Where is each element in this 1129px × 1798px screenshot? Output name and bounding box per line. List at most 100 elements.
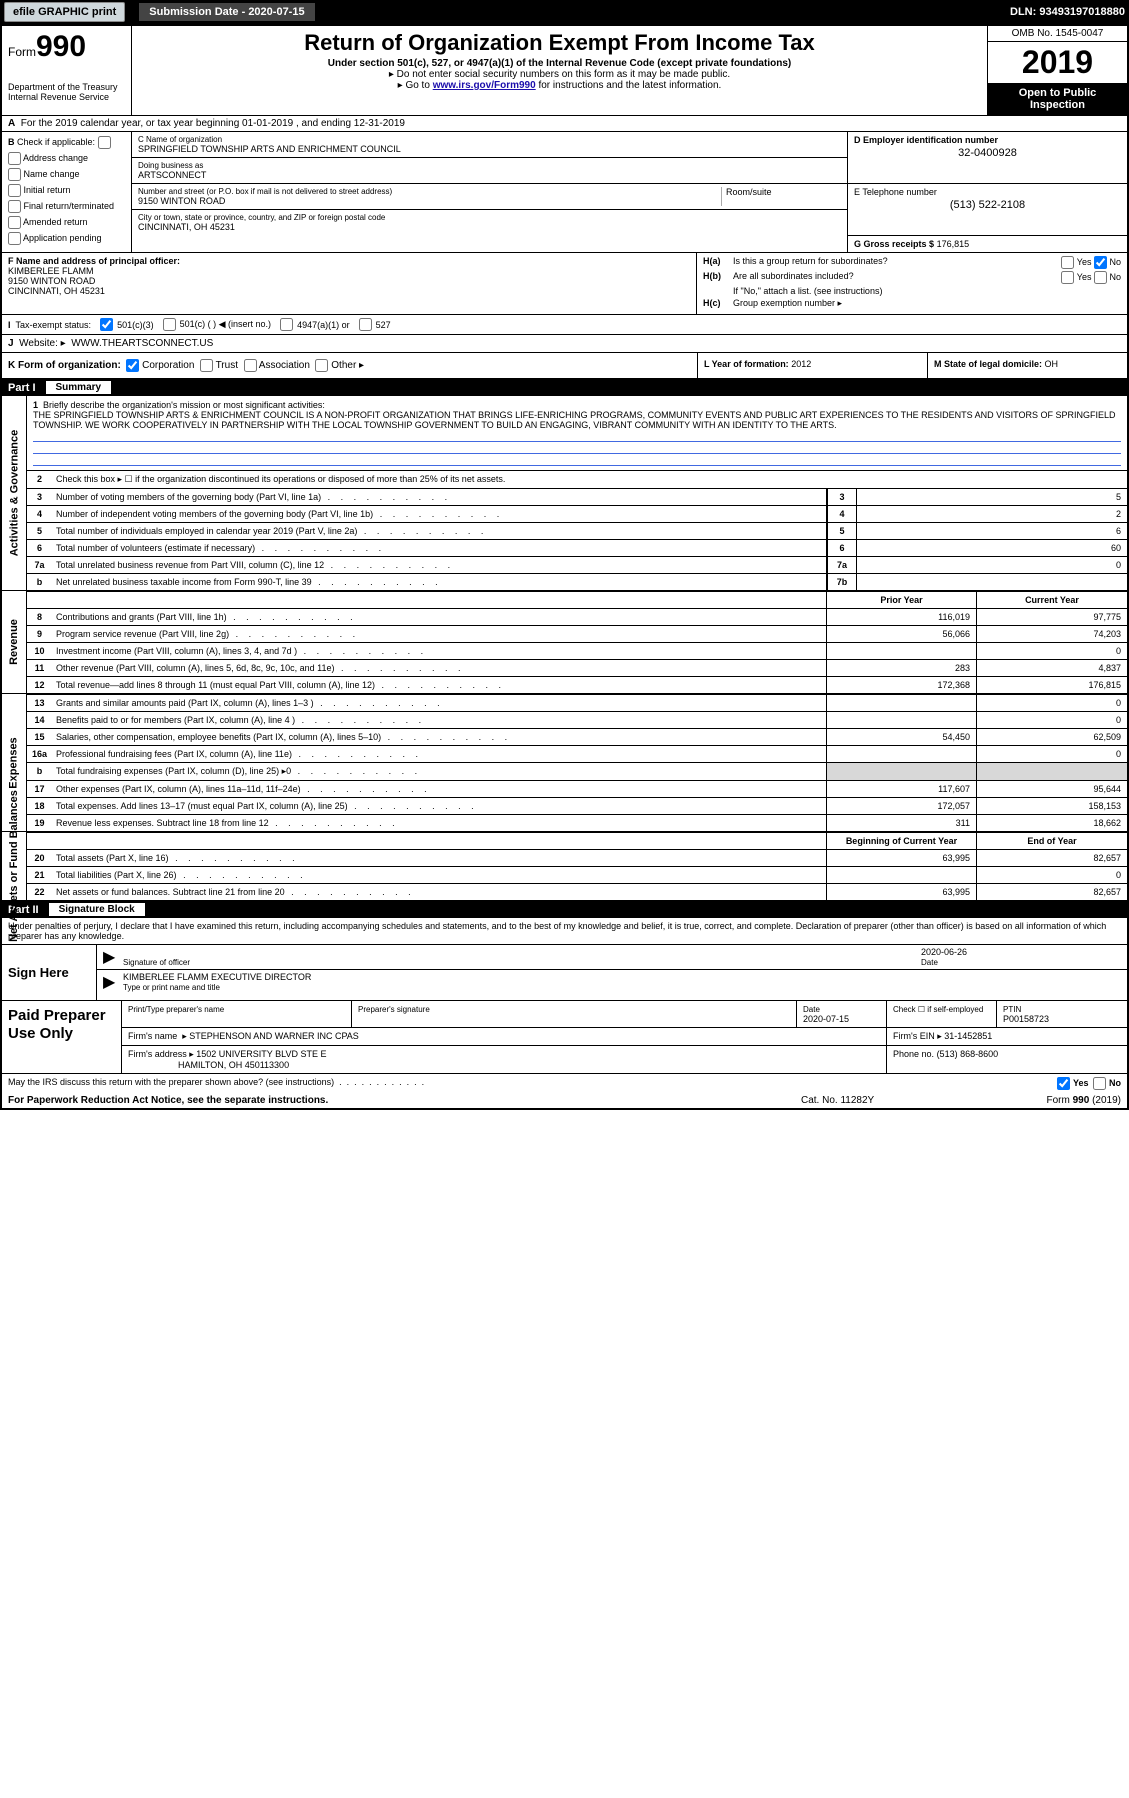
part-ii-header: Part II Signature Block (2, 901, 1127, 918)
org-name-label: C Name of organization (138, 135, 401, 144)
exp-row-14: 14Benefits paid to or for members (Part … (27, 711, 1127, 728)
discuss-yes: Yes (1073, 1078, 1089, 1088)
hb-yes-checkbox[interactable] (1061, 271, 1074, 284)
527-checkbox[interactable] (359, 318, 372, 331)
revenue-block: Revenue Prior YearCurrent Year 8Contribu… (2, 591, 1127, 694)
na-row-20: 20Total assets (Part X, line 16)63,99582… (27, 849, 1127, 866)
other-checkbox[interactable] (315, 359, 328, 372)
exp-row-17: 17Other expenses (Part IX, column (A), l… (27, 780, 1127, 797)
trust-label: Trust (216, 360, 238, 371)
ptin-value: P00158723 (1003, 1014, 1049, 1024)
ha-no-checkbox[interactable] (1094, 256, 1107, 269)
typed-name-label: Type or print name and title (123, 983, 220, 992)
discuss-row: May the IRS discuss this return with the… (2, 1073, 1127, 1093)
officer-city: CINCINNATI, OH 45231 (8, 286, 105, 296)
current-year-hdr: Current Year (977, 592, 1127, 608)
ha-yes-checkbox[interactable] (1061, 256, 1074, 269)
open-to-public: Open to Public Inspection (988, 83, 1127, 115)
b-checkbox-2[interactable] (8, 184, 21, 197)
row-k-l-m: K Form of organization: Corporation Trus… (2, 353, 1127, 379)
hc-text: Group exemption number ▸ (733, 298, 842, 309)
end-year-hdr: End of Year (977, 833, 1127, 849)
applicable-checkbox[interactable] (98, 136, 111, 149)
b-checkbox-5[interactable] (8, 232, 21, 245)
k-label: K Form of organization: (8, 360, 121, 371)
col-f-officer: F Name and address of principal officer:… (2, 253, 697, 314)
dba-label: Doing business as (138, 161, 206, 170)
col-c-org-info: C Name of organization SPRINGFIELD TOWNS… (132, 132, 847, 252)
m-label: M State of legal domicile: (934, 359, 1042, 369)
i-label: I (8, 320, 11, 330)
b-checkbox-0[interactable] (8, 152, 21, 165)
assoc-checkbox[interactable] (244, 359, 257, 372)
exp-vert-label: Expenses (8, 737, 20, 788)
irs-link[interactable]: www.irs.gov/Form990 (433, 80, 536, 91)
rev-vert-label: Revenue (8, 619, 20, 665)
discuss-no-checkbox[interactable] (1093, 1077, 1106, 1090)
col-d-e-g: D Employer identification number 32-0400… (847, 132, 1127, 252)
firm-addr-label: Firm's address ▸ (128, 1049, 194, 1059)
hb-text: Are all subordinates included? (733, 271, 854, 284)
part-i-header: Part I Summary (2, 379, 1127, 396)
perjury-text: Under penalties of perjury, I declare th… (2, 918, 1127, 945)
officer-sig-label: Signature of officer (123, 958, 190, 967)
tax-exempt-label: Tax-exempt status: (16, 320, 92, 330)
b-option-3: Final return/terminated (8, 200, 125, 213)
officer-addr: 9150 WINTON ROAD (8, 276, 95, 286)
header-center: Return of Organization Exempt From Incom… (132, 26, 987, 115)
rev-row-8: 8Contributions and grants (Part VIII, li… (27, 608, 1127, 625)
k-form-org: K Form of organization: Corporation Trus… (2, 353, 697, 378)
block-b-c-d-e: B Check if applicable: Address change Na… (2, 132, 1127, 253)
b-checkbox-1[interactable] (8, 168, 21, 181)
501c-label: 501(c) ( ) ◀ (insert no.) (180, 319, 271, 330)
omb-number: OMB No. 1545-0047 (988, 26, 1127, 42)
sig-date-label: Date (921, 958, 938, 967)
col-h-group: H(a) Is this a group return for subordin… (697, 253, 1127, 314)
exp-row-13: 13Grants and similar amounts paid (Part … (27, 694, 1127, 711)
gov-row-4: 4Number of independent voting members of… (27, 505, 1127, 522)
firm-name: ▸ STEPHENSON AND WARNER INC CPAS (182, 1031, 359, 1041)
trust-checkbox[interactable] (200, 359, 213, 372)
dln-label: DLN: 93493197018880 (1010, 6, 1125, 18)
bottom-line: For Paperwork Reduction Act Notice, see … (2, 1093, 1127, 1108)
phone-label: E Telephone number (854, 187, 937, 197)
gov-row-6: 6Total number of volunteers (estimate if… (27, 539, 1127, 556)
exp-row-15: 15Salaries, other compensation, employee… (27, 728, 1127, 745)
room-suite-label: Room/suite (721, 187, 841, 206)
corp-checkbox[interactable] (126, 359, 139, 372)
form-990-text: 990 (36, 30, 86, 63)
col-b-checkboxes: B Check if applicable: Address change Na… (2, 132, 132, 252)
preparer-name-hdr: Print/Type preparer's name (128, 1005, 224, 1014)
b-checkbox-4[interactable] (8, 216, 21, 229)
governance-block: Activities & Governance 1 Briefly descri… (2, 396, 1127, 591)
phone-value: (513) 522-2108 (854, 199, 1121, 211)
firm-phone: (513) 868-8600 (937, 1049, 999, 1059)
form-990-footer: Form 990 (2019) (1001, 1095, 1121, 1106)
preparer-date: 2020-07-15 (803, 1014, 849, 1024)
gov-row-5: 5Total number of individuals employed in… (27, 522, 1127, 539)
501c-checkbox[interactable] (163, 318, 176, 331)
gov-vert-label: Activities & Governance (8, 430, 20, 557)
firm-phone-label: Phone no. (893, 1049, 934, 1059)
state-domicile: OH (1045, 359, 1059, 369)
goto-prefix: ▸ Go to (398, 80, 433, 91)
gross-receipts-value: 176,815 (937, 239, 970, 249)
discuss-yes-checkbox[interactable] (1057, 1077, 1070, 1090)
b-option-1: Name change (8, 168, 125, 181)
b-checkbox-3[interactable] (8, 200, 21, 213)
4947-checkbox[interactable] (280, 318, 293, 331)
501c3-checkbox[interactable] (100, 318, 113, 331)
firm-addr2: HAMILTON, OH 450113300 (178, 1060, 289, 1070)
efile-graphic-print-button[interactable]: efile GRAPHIC print (4, 2, 125, 22)
ha-text: Is this a group return for subordinates? (733, 256, 888, 269)
efile-top-bar: efile GRAPHIC print Submission Date - 20… (0, 0, 1129, 24)
officer-typed-name: KIMBERLEE FLAMM EXECUTIVE DIRECTOR (123, 972, 311, 982)
expenses-block: Expenses 13Grants and similar amounts pa… (2, 694, 1127, 832)
exp-row-b: bTotal fundraising expenses (Part IX, co… (27, 762, 1127, 780)
hb-no-checkbox[interactable] (1094, 271, 1107, 284)
check-if-applicable: Check if applicable: (17, 137, 95, 147)
calendar-year-text: For the 2019 calendar year, or tax year … (21, 118, 405, 129)
b-option-4: Amended return (8, 216, 125, 229)
submission-date-badge: Submission Date - 2020-07-15 (139, 3, 314, 21)
gov-row-3: 3Number of voting members of the governi… (27, 488, 1127, 505)
